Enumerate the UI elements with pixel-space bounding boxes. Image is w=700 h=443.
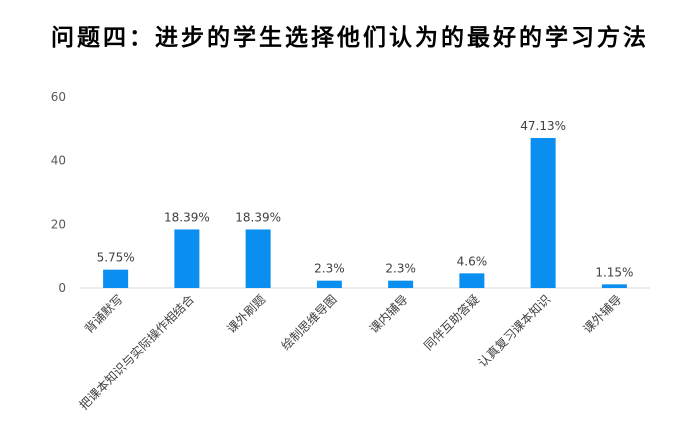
y-tick-label: 20 xyxy=(51,217,66,231)
bar xyxy=(245,229,271,288)
category-label: 课外辅导 xyxy=(581,292,625,336)
category-label: 课外刷题 xyxy=(224,292,268,336)
y-tick-label: 0 xyxy=(58,281,66,295)
category-label: 绘制思维导图 xyxy=(278,292,340,354)
y-tick-label: 60 xyxy=(51,90,66,104)
bar xyxy=(459,273,485,288)
y-tick-label: 40 xyxy=(51,154,66,168)
data-label: 5.75% xyxy=(97,251,135,265)
bar xyxy=(601,284,627,288)
data-label: 4.6% xyxy=(457,254,488,268)
category-label: 同伴互助答疑 xyxy=(420,292,482,354)
bar xyxy=(103,269,129,288)
bar xyxy=(174,229,200,288)
category-label: 背诵默写 xyxy=(81,292,126,337)
bar xyxy=(388,280,414,288)
data-label: 18.39% xyxy=(235,210,281,224)
data-label: 18.39% xyxy=(164,210,210,224)
data-label: 1.15% xyxy=(595,265,633,279)
chart-title: 问题四：进步的学生选择他们认为的最好的学习方法 xyxy=(51,24,649,51)
data-label: 2.3% xyxy=(314,262,345,276)
bar xyxy=(530,137,556,288)
category-label: 认真复习课本知识 xyxy=(475,292,553,370)
data-label: 2.3% xyxy=(385,262,416,276)
category-label: 把课本知识与实际操作相结合 xyxy=(76,292,197,413)
category-label: 课内辅导 xyxy=(367,292,411,336)
bar xyxy=(316,280,342,288)
data-label: 47.13% xyxy=(520,119,566,133)
